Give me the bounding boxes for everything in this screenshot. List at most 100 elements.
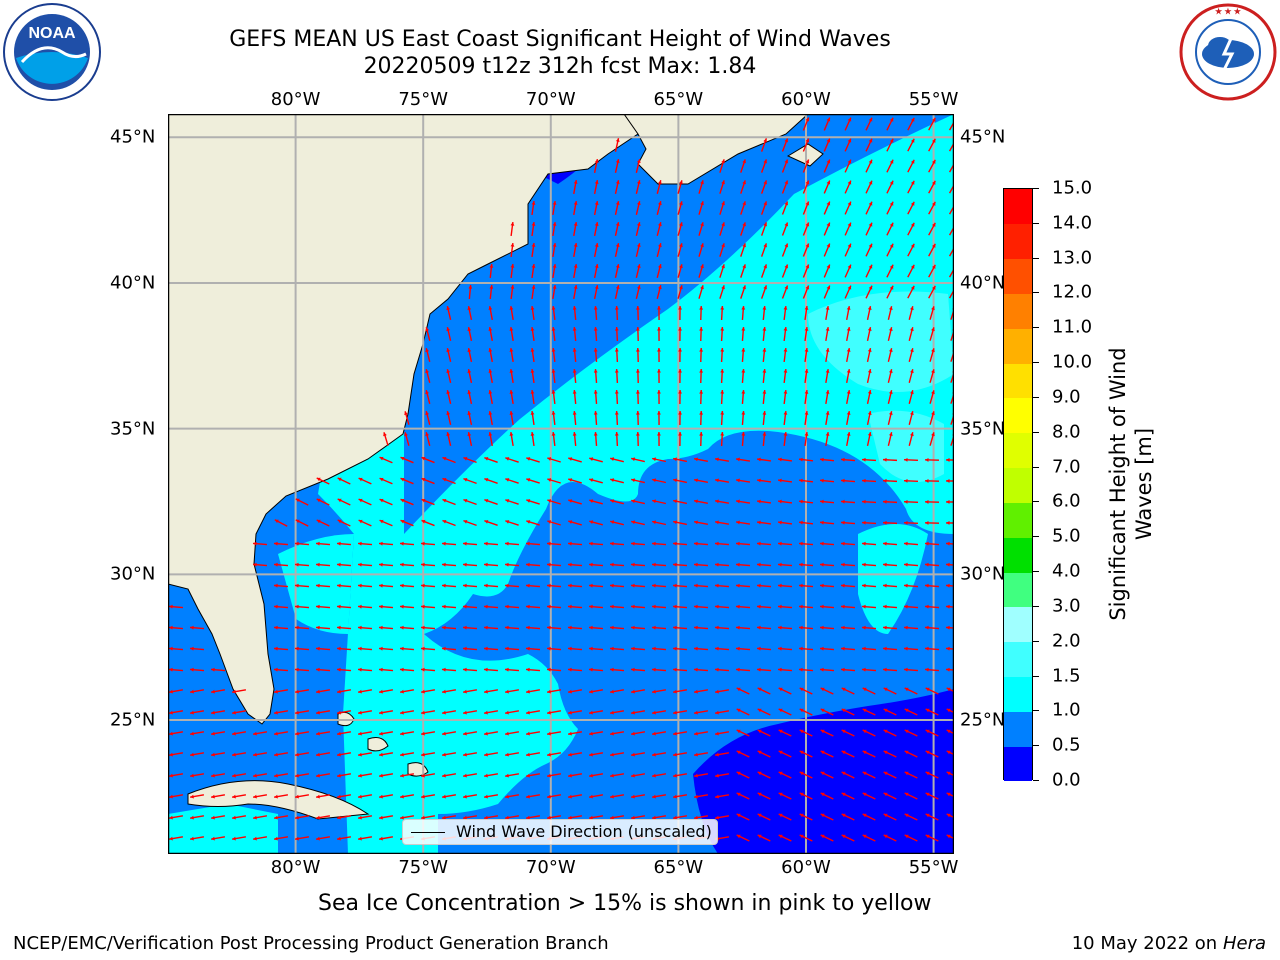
direction-arrow-head [379, 604, 383, 609]
direction-arrow-head [820, 687, 825, 692]
direction-arrow-head [631, 583, 635, 588]
direction-arrow-head [484, 815, 488, 820]
direction-arrow-head [763, 243, 767, 248]
direction-arrow-head [610, 773, 614, 778]
direction-arrow-head [778, 604, 782, 609]
direction-arrow-head [526, 541, 530, 546]
lat-tick-label: 40°N [960, 272, 1006, 294]
direction-arrow-head [910, 264, 915, 269]
direction-arrow-head [946, 750, 951, 755]
direction-arrow-head [463, 520, 468, 524]
direction-arrow-head [573, 180, 578, 184]
direction-arrow-head [883, 708, 888, 713]
direction-arrow-head [841, 499, 845, 504]
direction-arrow-head [862, 750, 867, 755]
colorbar [1003, 188, 1033, 782]
direction-arrow-head [757, 667, 761, 672]
direction-arrow-head [700, 264, 704, 269]
direction-arrow-head [931, 264, 936, 269]
direction-arrow-head [316, 519, 321, 524]
direction-arrow-head [699, 348, 704, 352]
direction-arrow-head [615, 180, 620, 185]
direction-arrow-head [400, 583, 404, 588]
lat-tick-label: 30°N [110, 563, 156, 585]
direction-arrow-head [442, 794, 446, 799]
direction-arrow-head [526, 752, 530, 757]
direction-arrow-head [931, 222, 936, 227]
direction-arrow-head [400, 689, 404, 694]
direction-arrow-head [757, 541, 761, 546]
direction-arrow-head [736, 646, 740, 651]
direction-arrow-head [274, 604, 278, 609]
direction-arrow-head [232, 794, 236, 799]
direction-arrow-head [421, 794, 425, 799]
direction-arrow-head [274, 710, 278, 715]
direction-arrow-head [925, 583, 929, 588]
direction-arrow-head [379, 667, 383, 672]
colorbar-tick [1033, 605, 1039, 607]
direction-arrow-head [736, 813, 741, 818]
direction-arrow-head [820, 792, 825, 797]
direction-arrow-head [631, 520, 636, 525]
direction-arrow-head [784, 138, 789, 143]
direction-arrow-head [847, 159, 852, 164]
direction-arrow-head [826, 264, 831, 269]
direction-arrow-head [715, 667, 719, 672]
direction-arrow-head [169, 836, 173, 841]
direction-arrow-head [484, 457, 489, 461]
direction-arrow-head [910, 348, 914, 353]
direction-arrow-head [484, 562, 488, 567]
direction-arrow-head [295, 646, 299, 651]
direction-arrow-head [868, 180, 873, 185]
colorbar-segment [1004, 258, 1032, 294]
direction-arrow-head [568, 815, 572, 820]
direction-arrow-head [946, 521, 950, 525]
direction-arrow-head [463, 562, 467, 567]
direction-arrow-head [778, 792, 783, 797]
colorbar-segment [1004, 572, 1032, 608]
direction-arrow-head [925, 604, 929, 609]
direction-arrow-head [679, 243, 683, 248]
direction-arrow-head [925, 834, 930, 839]
direction-arrow-head [614, 411, 619, 415]
direction-arrow-head [404, 411, 408, 416]
direction-arrow-head [421, 477, 426, 482]
direction-arrow-head [589, 457, 594, 461]
lon-tick-label: 75°W [398, 857, 449, 878]
direction-arrow-head [841, 750, 846, 755]
direction-arrow-head [636, 180, 641, 185]
direction-arrow-head [784, 159, 789, 164]
direction-arrow-head [883, 792, 888, 797]
direction-arrow-head [274, 541, 278, 546]
direction-arrow-head [778, 708, 783, 713]
direction-arrow-head [526, 457, 531, 461]
direction-arrow-head [636, 159, 641, 164]
direction-arrow-head [678, 327, 682, 331]
direction-arrow-head [274, 646, 278, 651]
direction-arrow-head [425, 327, 429, 332]
direction-arrow-head [868, 117, 873, 122]
direction-arrow-head [862, 604, 866, 609]
direction-arrow-head [694, 794, 698, 799]
direction-arrow-head [673, 646, 677, 651]
direction-arrow-head [904, 646, 908, 651]
direction-arrow-head [467, 348, 472, 352]
direction-arrow-head [652, 667, 656, 672]
direction-arrow-head [274, 731, 278, 736]
direction-arrow-head [699, 327, 704, 331]
direction-arrow-head [358, 477, 363, 482]
direction-arrow-head [610, 583, 614, 588]
colorbar-tick [1033, 571, 1039, 573]
direction-arrow-head [946, 562, 950, 567]
direction-arrow-head [337, 836, 341, 841]
direction-arrow-head [526, 815, 530, 820]
direction-arrow-head [631, 604, 635, 609]
direction-arrow-head [337, 562, 341, 567]
direction-arrow-head [736, 457, 740, 462]
direction-arrow-head [883, 625, 887, 630]
direction-arrow-head [757, 834, 762, 839]
direction-arrow-head [568, 583, 572, 588]
direction-arrow-head [931, 243, 936, 248]
direction-arrow-head [589, 752, 593, 757]
direction-arrow-head [442, 815, 446, 820]
